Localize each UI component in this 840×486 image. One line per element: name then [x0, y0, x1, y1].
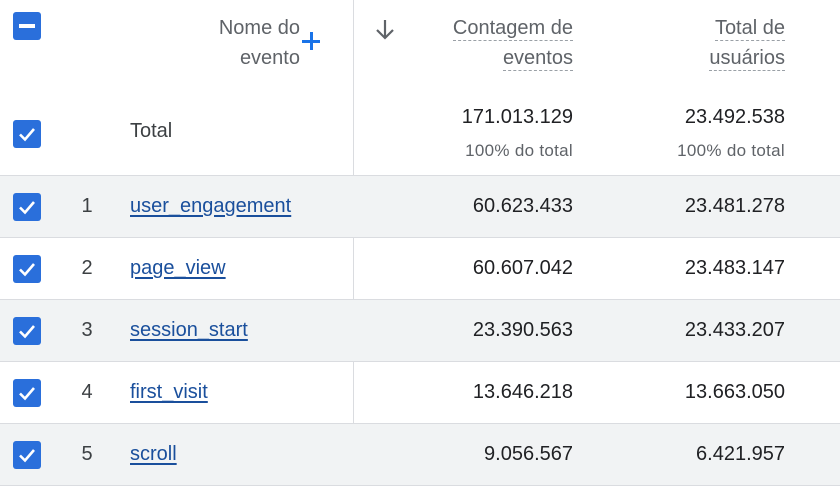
totals-checkbox[interactable] — [13, 120, 41, 148]
table-row: 5 scroll 9.056.567 6.421.957 — [0, 424, 840, 486]
total-users-cell: 23.481.278 — [684, 195, 785, 217]
row-index: 5 — [81, 443, 93, 465]
row-index: 1 — [81, 195, 93, 217]
event-name-link[interactable]: session_start — [130, 319, 248, 341]
row-checkbox[interactable] — [13, 255, 41, 283]
sort-descending-arrow-icon[interactable] — [373, 17, 397, 43]
total-users-cell: 23.483.147 — [684, 257, 785, 279]
total-users-cell: 13.663.050 — [684, 381, 785, 403]
total-event-count-pct: 100% do total — [465, 141, 573, 160]
total-event-count: 171.013.129 — [461, 106, 573, 128]
checkmark-icon — [19, 387, 35, 401]
row-checkbox[interactable] — [13, 193, 41, 221]
column-divider — [353, 0, 354, 486]
checkmark-icon — [19, 263, 35, 277]
event-name-link[interactable]: user_engagement — [130, 195, 292, 217]
event-count-cell: 60.623.433 — [472, 195, 573, 217]
event-name-link[interactable]: scroll — [130, 443, 177, 465]
metric1-header-line1: Contagem de — [452, 17, 573, 41]
metric1-header-line2: eventos — [502, 47, 573, 71]
row-checkbox[interactable] — [13, 317, 41, 345]
dimension-header-line1: Nome do — [218, 17, 300, 39]
event-name-link[interactable]: first_visit — [130, 381, 208, 403]
table-row: 3 session_start 23.390.563 23.433.207 — [0, 300, 840, 362]
total-users-pct: 100% do total — [677, 141, 785, 160]
event-count-cell: 60.607.042 — [472, 257, 573, 279]
row-checkbox[interactable] — [13, 441, 41, 469]
dimension-column-header[interactable]: Nome do evento — [170, 13, 300, 73]
checkmark-icon — [19, 201, 35, 215]
dimension-header-line2: evento — [239, 47, 300, 69]
row-checkbox[interactable] — [13, 379, 41, 407]
row-index: 3 — [81, 319, 93, 341]
event-count-cell: 23.390.563 — [472, 319, 573, 341]
event-count-cell: 13.646.218 — [472, 381, 573, 403]
table-header: Nome do evento Contagem de eventos Total… — [0, 0, 840, 96]
table-row: 1 user_engagement 60.623.433 23.481.278 — [0, 176, 840, 238]
checkmark-icon — [19, 449, 35, 463]
metric-header-total-users[interactable]: Total de usuários — [635, 13, 785, 73]
table-row: 2 page_view 60.607.042 23.483.147 — [0, 238, 840, 300]
event-count-cell: 9.056.567 — [484, 443, 573, 465]
total-users-cell: 6.421.957 — [696, 443, 785, 465]
checkmark-icon — [19, 325, 35, 339]
total-users: 23.492.538 — [684, 106, 785, 128]
total-users-cell: 23.433.207 — [684, 319, 785, 341]
row-index: 4 — [81, 381, 93, 403]
metric2-header-line2: usuários — [709, 47, 785, 71]
add-dimension-plus-icon[interactable] — [300, 30, 322, 52]
checkmark-icon — [19, 128, 35, 142]
indeterminate-icon — [19, 24, 35, 28]
event-name-link[interactable]: page_view — [130, 257, 226, 279]
totals-label: Total — [130, 120, 173, 142]
metric2-header-line1: Total de — [714, 17, 785, 41]
table-row: 4 first_visit 13.646.218 13.663.050 — [0, 362, 840, 424]
row-index: 2 — [81, 257, 93, 279]
metric-header-event-count[interactable]: Contagem de eventos — [393, 13, 573, 73]
totals-row: Total 171.013.129 100% do total 23.492.5… — [0, 96, 840, 176]
select-all-checkbox[interactable] — [13, 12, 41, 40]
